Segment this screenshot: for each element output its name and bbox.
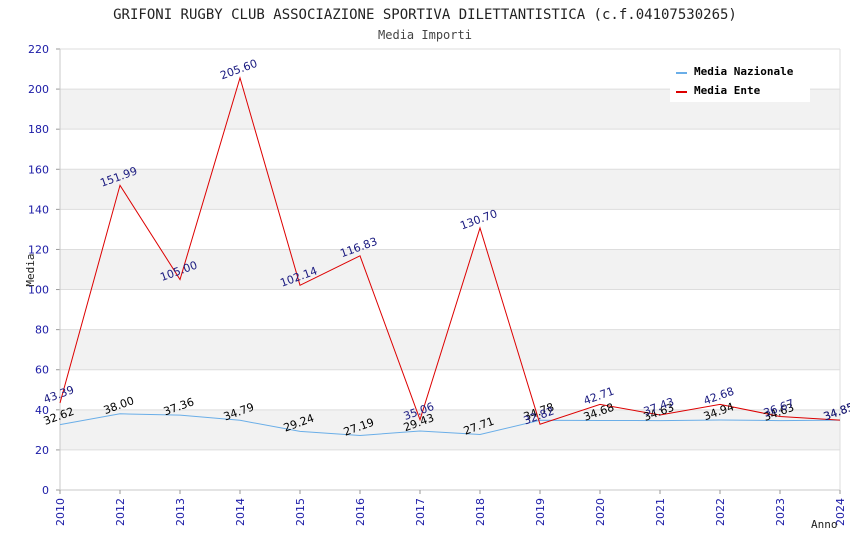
chart-title: GRIFONI RUGBY CLUB ASSOCIAZIONE SPORTIVA… <box>113 7 737 23</box>
axes <box>59 49 841 491</box>
x-tick-labels: 2010 2012 2013 2014 2015 2016 2017 2018 2019 2020… <box>54 490 847 526</box>
grid-band <box>60 329 840 370</box>
grid-band <box>60 409 840 450</box>
x-tick-label: 2021 <box>654 498 667 526</box>
y-tick-label: 180 <box>28 123 49 136</box>
x-tick-label: 2022 <box>714 498 727 526</box>
series-line-media-ente <box>59 76 841 425</box>
legend-box <box>670 60 810 102</box>
data-label: 130.70 <box>458 207 499 232</box>
data-label: 43.39 <box>42 383 76 406</box>
x-tick-label: 2018 <box>474 498 487 526</box>
grid-bands <box>60 89 840 450</box>
x-tick-label: 2012 <box>114 498 127 526</box>
y-tick-label: 140 <box>28 203 49 216</box>
y-axis-label: Media <box>24 253 37 286</box>
legend-label-ente: Media Ente <box>694 84 761 97</box>
series-line-media-nazionale <box>59 413 841 437</box>
y-tick-label: 120 <box>28 243 49 256</box>
grid-lines <box>56 48 840 491</box>
x-tick-label: 2016 <box>354 498 367 526</box>
x-tick-label: 2024 <box>834 498 847 526</box>
legend: Media Nazionale Media Ente <box>670 60 810 102</box>
y-tick-label: 80 <box>35 324 49 337</box>
x-tick-label: 2020 <box>594 498 607 526</box>
y-tick-label: 0 <box>42 484 49 497</box>
x-tick-label: 2013 <box>174 498 187 526</box>
x-tick-label: 2017 <box>414 498 427 526</box>
x-tick-label: 2019 <box>534 498 547 526</box>
y-tick-labels: 0 20 40 60 80 100 120 140 160 180 200 220 <box>28 43 49 497</box>
series-lines <box>59 76 841 437</box>
x-tick-label: 2014 <box>234 498 247 526</box>
x-tick-label: 2010 <box>54 498 67 526</box>
y-tick-label: 100 <box>28 284 49 297</box>
data-label: 205.60 <box>218 57 259 82</box>
y-tick-label: 200 <box>28 83 49 96</box>
y-tick-label: 160 <box>28 163 49 176</box>
y-tick-label: 60 <box>35 364 49 377</box>
grid-band <box>60 169 840 210</box>
x-axis-label: Anno <box>811 518 838 531</box>
grid-band <box>60 249 840 290</box>
chart-subtitle: Media Importi <box>378 28 472 42</box>
legend-label-nazionale: Media Nazionale <box>694 65 794 78</box>
x-tick-label: 2015 <box>294 498 307 526</box>
y-tick-label: 220 <box>28 43 49 56</box>
y-tick-label: 20 <box>35 444 49 457</box>
y-tick-label: 40 <box>35 404 49 417</box>
x-tick-label: 2023 <box>774 498 787 526</box>
